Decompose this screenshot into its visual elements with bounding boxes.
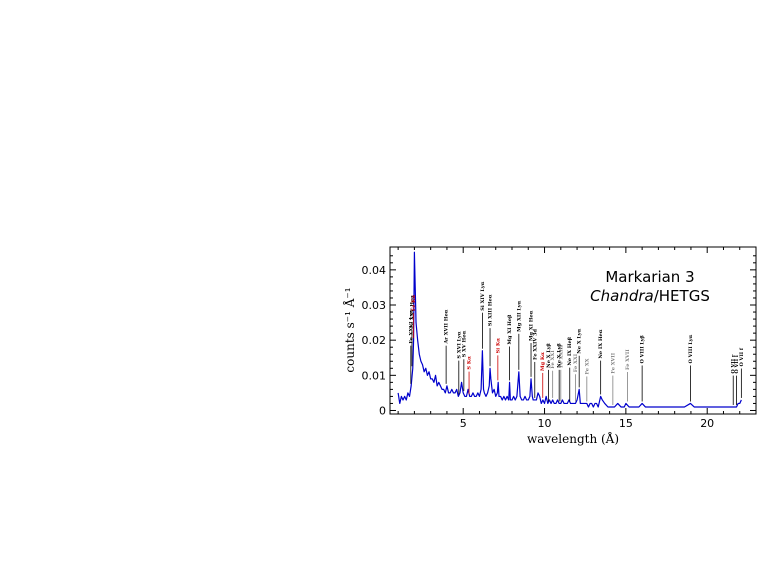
line-label: O VIII Lyα	[688, 334, 694, 363]
x-tick-label: 10	[538, 417, 552, 430]
line-label: O VII f	[739, 347, 745, 366]
line-label: Ne X Lyβ	[546, 342, 552, 367]
line-label: Fe XXI	[573, 353, 579, 372]
line-label: Fe XVII	[610, 352, 616, 373]
line-label: Fe XX	[584, 358, 590, 374]
x-tick-label: 20	[700, 417, 714, 430]
line-label: Fe XXIV 3d	[532, 329, 538, 360]
line-label: Fe XXV Heα	[409, 295, 415, 328]
line-label: Ne IX Heα	[598, 329, 604, 358]
y-tick-label: 0.04	[362, 264, 387, 277]
line-label: Fe XXVI Lyα	[408, 310, 414, 344]
line-label: S Kα	[467, 356, 473, 370]
line-label: Mg Kα	[540, 352, 546, 371]
chart-title: Markarian 3	[605, 268, 694, 286]
line-label: Ne IX Heβ	[567, 336, 573, 365]
y-tick-label: 0	[379, 404, 386, 417]
line-label: Ne X Lyα	[577, 328, 583, 353]
line-label: Fe XXIII	[558, 344, 564, 368]
line-label: Si XIII Heα	[488, 294, 494, 326]
x-tick-label: 5	[460, 417, 467, 430]
line-label: Fe Kα	[411, 295, 417, 312]
line-label: Ne X Lyβ	[557, 342, 563, 367]
y-tick-label: 0.02	[362, 334, 387, 347]
line-label: Fe XVII	[625, 349, 631, 370]
series-layer	[397, 251, 742, 408]
line-label: O VII r	[731, 354, 737, 373]
x-tick-label: 15	[619, 417, 633, 430]
line-label: Mg XI Heβ	[507, 314, 513, 345]
plot-frame	[389, 246, 757, 415]
y-tick-label: 0.03	[362, 299, 387, 312]
line-label: Si Kα	[495, 338, 501, 354]
line-label: O VIII Lyβ	[640, 334, 646, 363]
line-label: O VII i	[734, 355, 740, 373]
chart-subtitle: Chandra/HETGS	[590, 287, 710, 305]
line-label: Fe XXI	[550, 350, 556, 369]
line-label: S XVI Lyα	[456, 331, 462, 358]
y-tick-label: 0.01	[362, 369, 387, 382]
line-label: Mg XI Heα	[529, 310, 535, 341]
line-label: Ar XVII Heα	[444, 309, 450, 344]
axes: 5 10 15 20 0 0.01 0.02 0.03 0.04	[362, 247, 756, 430]
spectrum-line	[397, 251, 742, 408]
line-label: S XV Heα	[461, 331, 467, 358]
line-label: Mg XII Lyα	[516, 300, 522, 331]
x-axis-label: wavelength (Å)	[527, 431, 619, 446]
line-label: Si XIV Lyα	[480, 281, 486, 310]
y-axis-label: counts s⁻¹ Å⁻¹	[342, 287, 357, 372]
